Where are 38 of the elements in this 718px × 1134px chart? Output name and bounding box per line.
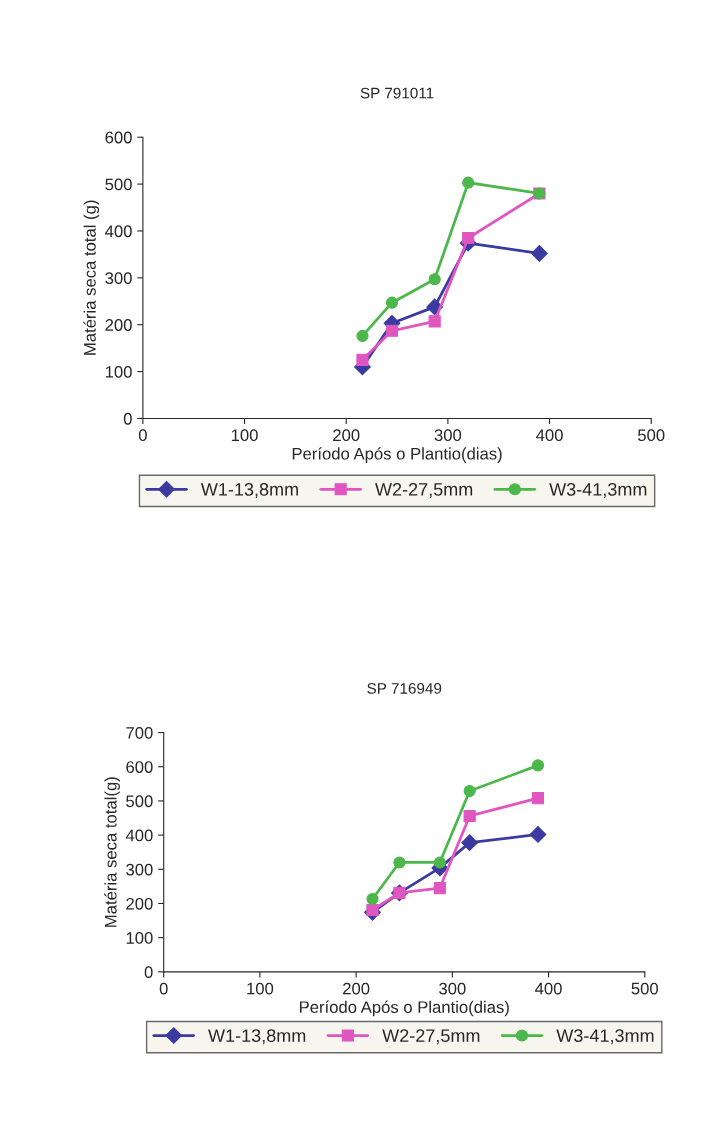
x-axis-title: Período Após o Plantio(dias): [299, 1000, 509, 1017]
y-axis-title: Matéria seca total(g): [104, 777, 120, 927]
x-tick-label: 400: [536, 429, 563, 442]
x-tick-label: 200: [333, 429, 360, 442]
x-tick-label: 100: [247, 982, 274, 995]
y-tick-label: 700: [126, 726, 153, 739]
y-tick-label: 0: [123, 412, 132, 425]
y-tick-label: 500: [126, 795, 153, 808]
y-tick-label: 300: [105, 272, 132, 285]
x-tick-label: 0: [159, 982, 168, 995]
y-tick-label: 200: [126, 897, 153, 910]
y-tick-label: 600: [126, 761, 153, 773]
y-tick-label: 0: [144, 966, 153, 979]
x-axis-title: Período Após o Plantio(dias): [292, 447, 502, 463]
legend-label: W3-41,3mm: [556, 1029, 654, 1045]
y-tick-label: 500: [105, 178, 132, 191]
y-tick-label: 200: [105, 319, 132, 331]
legend-label: W1-13,8mm: [208, 1029, 306, 1045]
x-tick-label: 400: [535, 982, 562, 995]
y-tick-label: 600: [105, 131, 132, 144]
x-tick-label: 100: [231, 429, 258, 442]
chart-title: SP 791011: [360, 87, 434, 99]
y-tick-label: 400: [105, 225, 132, 238]
legend-label: W1-13,8mm: [200, 482, 298, 498]
y-axis-title: Matéria seca total (g): [83, 200, 100, 355]
legend-label: W2-27,5mm: [382, 1029, 480, 1045]
y-tick-label: 100: [105, 365, 132, 378]
x-tick-label: 200: [343, 982, 370, 995]
y-tick-label: 300: [126, 863, 153, 876]
chart-title: SP 716949: [367, 683, 442, 694]
y-tick-label: 100: [126, 932, 153, 944]
y-tick-label: 400: [125, 829, 153, 842]
legend-label: W3-41,3mm: [549, 482, 647, 498]
x-tick-label: 300: [434, 429, 462, 442]
legend-label: W2-27,5mm: [375, 482, 473, 498]
x-tick-label: 300: [439, 982, 466, 995]
x-tick-label: 500: [637, 429, 665, 442]
x-tick-label: 500: [631, 982, 659, 995]
